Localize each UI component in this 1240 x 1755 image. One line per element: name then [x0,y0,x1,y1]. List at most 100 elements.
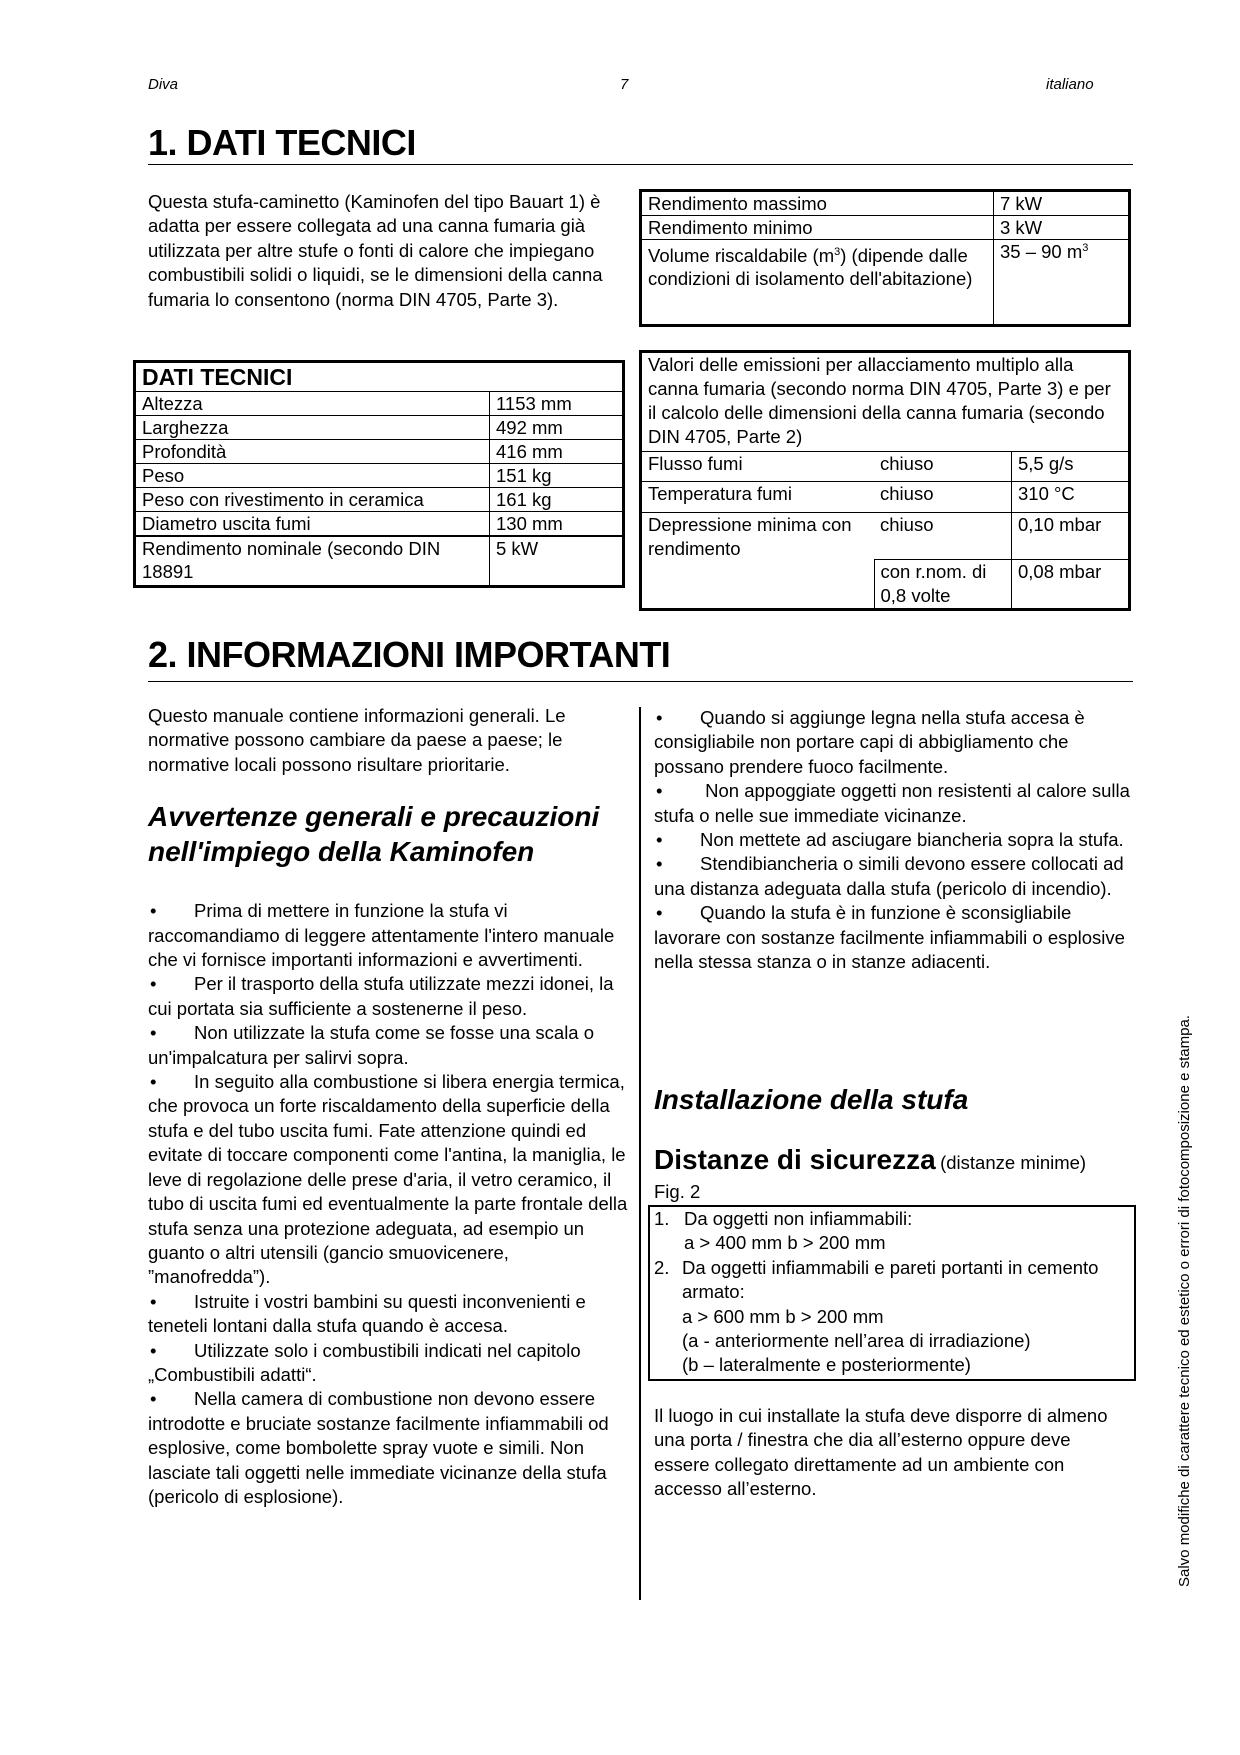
list-item: • Quando si aggiunge legna nella stufa ac… [654,706,1132,779]
item-number: 1. [654,1208,670,1229]
cell-value: 130 mm [489,511,624,537]
list-item: • Nella camera di combustione non devono … [148,1387,628,1509]
list-item-text: Istruite i vostri bambini su questi inco… [148,1290,586,1337]
distance-line: Da oggetti non infiammabili: [684,1208,913,1229]
warnings-heading: Avvertenze generali e precauzioni nell'i… [148,801,600,868]
distances-heading: Distanze di sicurezza [654,1144,936,1175]
list-item: • Prima di mettere in funzione la stufa v… [148,899,628,972]
cell-value: 1153 mm [489,391,624,416]
figure-label: Fig. 2 [654,1181,701,1202]
list-item-text: Utilizzate solo i combustibili indicati … [148,1339,581,1385]
list-item-text: Non utilizzate la stufa come se fosse un… [148,1022,595,1068]
distances-heading-line: Distanze di sicurezza (distanze minime) [654,1144,1086,1176]
table-row: Diametro uscita fumi 130 mm [134,511,624,537]
superscript: 3 [834,245,841,258]
bullet-icon: • [150,900,157,922]
cell-value: 0,10 mbar [1011,512,1130,560]
distance-line: Da oggetti infiammabili e pareti portant… [682,1256,1099,1303]
section-1-title: 1. DATI TECNICI [148,122,416,163]
cell-label: Flusso fumi [640,451,874,482]
tech-data-table: DATI TECNICI Altezza 1153 mm Larghezza 492… [133,360,625,588]
emission-header: Valori delle emissioni per allacciamento… [640,351,1130,452]
cell-condition: chiuso [874,451,1012,482]
cell-value: 310 °C [1011,481,1130,513]
table-row: Depressione minima con rendimento chiuso 0… [640,512,1130,610]
side-disclaimer: Salvo modifiche di carattere tecnico ed … [1176,1015,1193,1587]
cell-value: 35 – 90 m3 [993,239,1130,326]
list-item: • In seguito alla combustione si libera e… [148,1070,628,1290]
bullet-icon: • [656,829,663,851]
cell-label: Rendimento minimo [640,215,994,240]
distance-line: (b – lateralmente e posteriormente) [682,1354,971,1376]
left-column: Questo manuale contiene informazioni gen… [148,704,628,1509]
cell-value: 0,08 mbar [1011,559,1130,610]
distances-note: (distanze minime) [940,1152,1087,1173]
emission-table: Valori delle emissioni per allacciamento… [639,350,1131,611]
cell-label: Diametro uscita fumi [134,511,490,537]
cell-condition: chiuso [874,481,1012,513]
bullet-icon: • [150,1071,157,1093]
bullet-icon: • [150,1388,157,1410]
list-item: • Quando la stufa è in funzione è sconsig… [654,901,1132,974]
table-row: Volume riscaldabile (m3) (dipende dalle … [640,239,1130,326]
cell-value: 3 kW [993,215,1130,240]
table-row: con r.nom. di 0,8 volte 0,08 mbar [641,559,1130,610]
cell-label: Altezza [134,391,490,416]
header-language: italiano [1046,76,1094,93]
list-item-text: Nella camera di combustione non devono e… [148,1388,609,1507]
closing-paragraph: Il luogo in cui installate la stufa deve… [654,1405,1108,1500]
cell-condition: chiuso [874,512,1012,560]
cell-label: Temperatura fumi [640,481,874,513]
cell-condition: con r.nom. di 0,8 volte [873,559,1012,610]
table-row: Larghezza 492 mm [134,415,624,440]
list-item-text: Quando la stufa è in funzione è sconsigl… [654,902,1125,973]
column-divider [639,707,641,1600]
table-row: Altezza 1153 mm [134,391,624,416]
list-item: • Non mettete ad asciugare biancheria sop… [654,828,1132,852]
right-column: • Quando si aggiunge legna nella stufa ac… [654,706,1132,974]
list-item: • Non utilizzate la stufa come se fosse u… [148,1021,628,1070]
cell-label: Depressione minima con rendimento [640,512,874,610]
list-item-text: Non appoggiate oggetti non resistenti al… [654,780,1130,826]
list-item: • Non appoggiate oggetti non resistenti … [654,779,1132,828]
bullet-icon: • [656,780,663,802]
bullet-icon: • [150,973,157,995]
table-row: Flusso fumi chiuso 5,5 g/s [640,451,1130,482]
section-2-intro: Questo manuale contiene informazioni gen… [148,705,566,775]
list-item: 2. Da oggetti infiammabili e pareti port… [654,1256,1134,1378]
cell-label: Rendimento nominale (secondo DIN 18891 [134,535,490,587]
cell-value: 416 mm [489,439,624,464]
list-item: • Stendibiancheria o simili devono essere… [654,852,1132,901]
volume-value: 35 – 90 m [1000,241,1083,262]
bullet-icon: • [150,1022,157,1044]
cell-value: 5 kW [489,535,624,587]
table-row: Profondità 416 mm [134,439,624,464]
bullet-icon: • [656,707,663,728]
superscript: 3 [1082,241,1089,254]
list-item: • Istruite i vostri bambini su questi inc… [148,1290,628,1339]
cell-label: Volume riscaldabile (m3) (dipende dalle … [640,239,994,326]
list-item-text: Per il trasporto della stufa utilizzate … [148,973,614,1019]
table-row: Temperatura fumi chiuso 310 °C [640,481,1130,513]
distance-line: a > 400 mm b > 200 mm [684,1232,886,1254]
distance-line: (a - anteriormente nell’area di irradiaz… [682,1330,1031,1352]
bullet-icon: • [656,853,663,875]
bullet-icon: • [150,1290,157,1312]
list-item-text: Quando si aggiunge legna nella stufa acc… [654,707,1085,777]
volume-label-rest: ) (dipende dalle condizioni di isolament… [648,245,973,289]
list-item-text: Non mettete ad asciugare biancheria sopr… [700,829,1124,851]
cell-label: Peso con rivestimento in ceramica [134,487,490,512]
table-row: Rendimento nominale (secondo DIN 18891 5 … [134,535,624,587]
power-table: Rendimento massimo 7 kW Rendimento minimo… [639,189,1131,327]
table-row: Rendimento minimo 3 kW [640,215,1130,240]
distance-line: a > 600 mm b > 200 mm [682,1305,884,1327]
list-item: 1. Da oggetti non infiammabili: a > 400 … [654,1207,1134,1256]
section-2-title: 2. INFORMAZIONI IMPORTANTI [148,634,671,675]
cell-value: 151 kg [489,463,624,488]
section-2-rule [148,681,1133,682]
item-number: 2. [654,1256,670,1278]
table-row: Rendimento massimo 7 kW [640,190,1130,216]
cell-value: 7 kW [993,190,1130,216]
list-item-text: In seguito alla combustione si libera en… [148,1071,628,1288]
list-item-text: Prima di mettere in funzione la stufa vi… [148,900,615,971]
